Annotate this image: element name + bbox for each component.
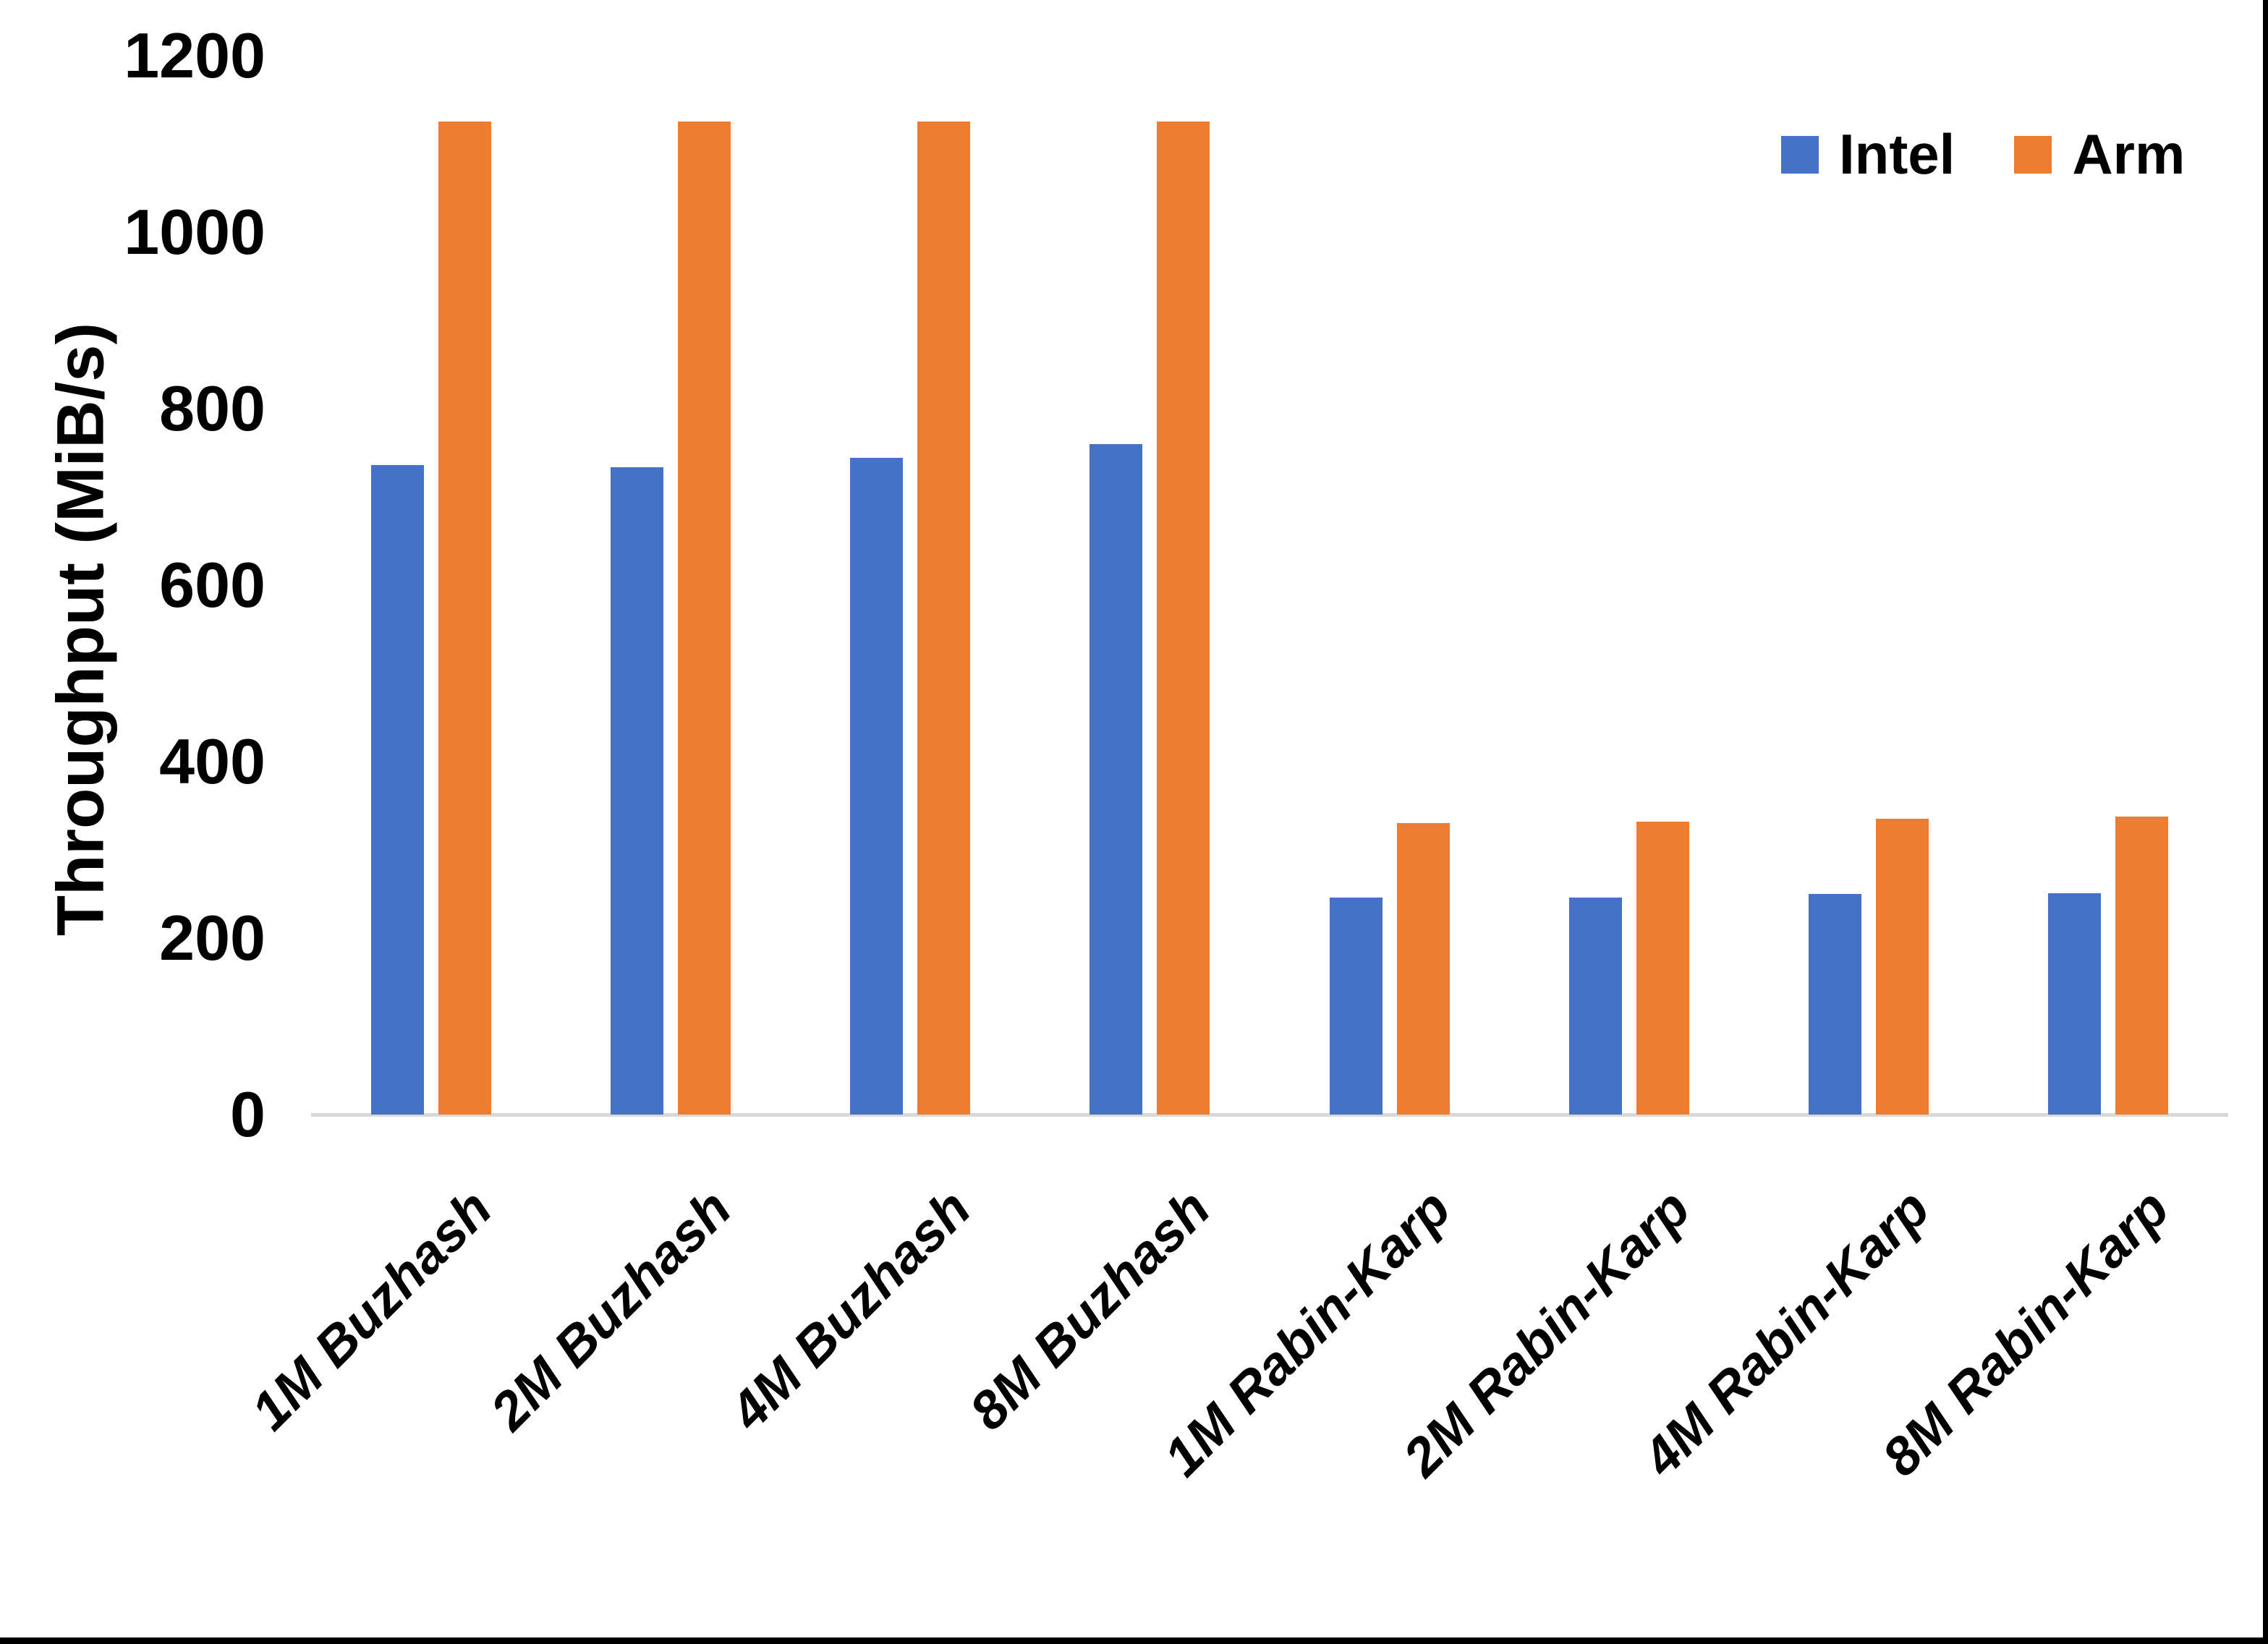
- y-tick-label: 600: [159, 549, 266, 621]
- bar-intel: [2048, 893, 2101, 1115]
- x-axis-line: [311, 1113, 2228, 1117]
- legend-label: Arm: [2072, 122, 2186, 186]
- x-category-label: 8M Buzhash: [958, 1177, 1222, 1441]
- legend-swatch-icon: [2014, 135, 2052, 174]
- legend: Intel Arm: [1781, 122, 2185, 187]
- bar-arm: [1636, 822, 1689, 1115]
- bar-intel: [1569, 898, 1622, 1115]
- y-tick-label: 0: [230, 1078, 266, 1150]
- x-category-label: 2M Buzhash: [479, 1177, 743, 1441]
- bar-intel: [1330, 898, 1383, 1115]
- bottom-border: [0, 1637, 2268, 1644]
- y-tick-label: 1000: [124, 196, 266, 268]
- legend-label: Intel: [1839, 122, 1955, 186]
- x-category-label: 1M Buzhash: [239, 1177, 504, 1441]
- bar-intel: [850, 458, 903, 1115]
- y-tick-label: 400: [159, 725, 266, 797]
- y-tick-label: 1200: [124, 20, 266, 91]
- bar-intel: [1090, 444, 1142, 1115]
- bar-arm: [438, 122, 491, 1115]
- bar-intel: [611, 467, 663, 1115]
- bar-arm: [1876, 819, 1929, 1115]
- y-tick-label: 200: [159, 902, 266, 974]
- plot-area: [311, 56, 2228, 1117]
- legend-swatch-icon: [1781, 135, 1819, 174]
- x-category-label: 4M Buzhash: [718, 1177, 982, 1441]
- y-tick-label: 800: [159, 372, 266, 444]
- bar-intel: [1809, 894, 1861, 1115]
- legend-item-intel: Intel: [1781, 122, 1955, 187]
- bar-intel: [371, 465, 424, 1115]
- bar-arm: [1397, 823, 1450, 1115]
- bar-arm: [917, 122, 970, 1115]
- bar-arm: [1157, 122, 1210, 1115]
- legend-item-arm: Arm: [2014, 122, 2185, 187]
- bar-arm: [678, 122, 731, 1115]
- right-border: [2263, 0, 2268, 1644]
- bar-arm: [2115, 817, 2168, 1115]
